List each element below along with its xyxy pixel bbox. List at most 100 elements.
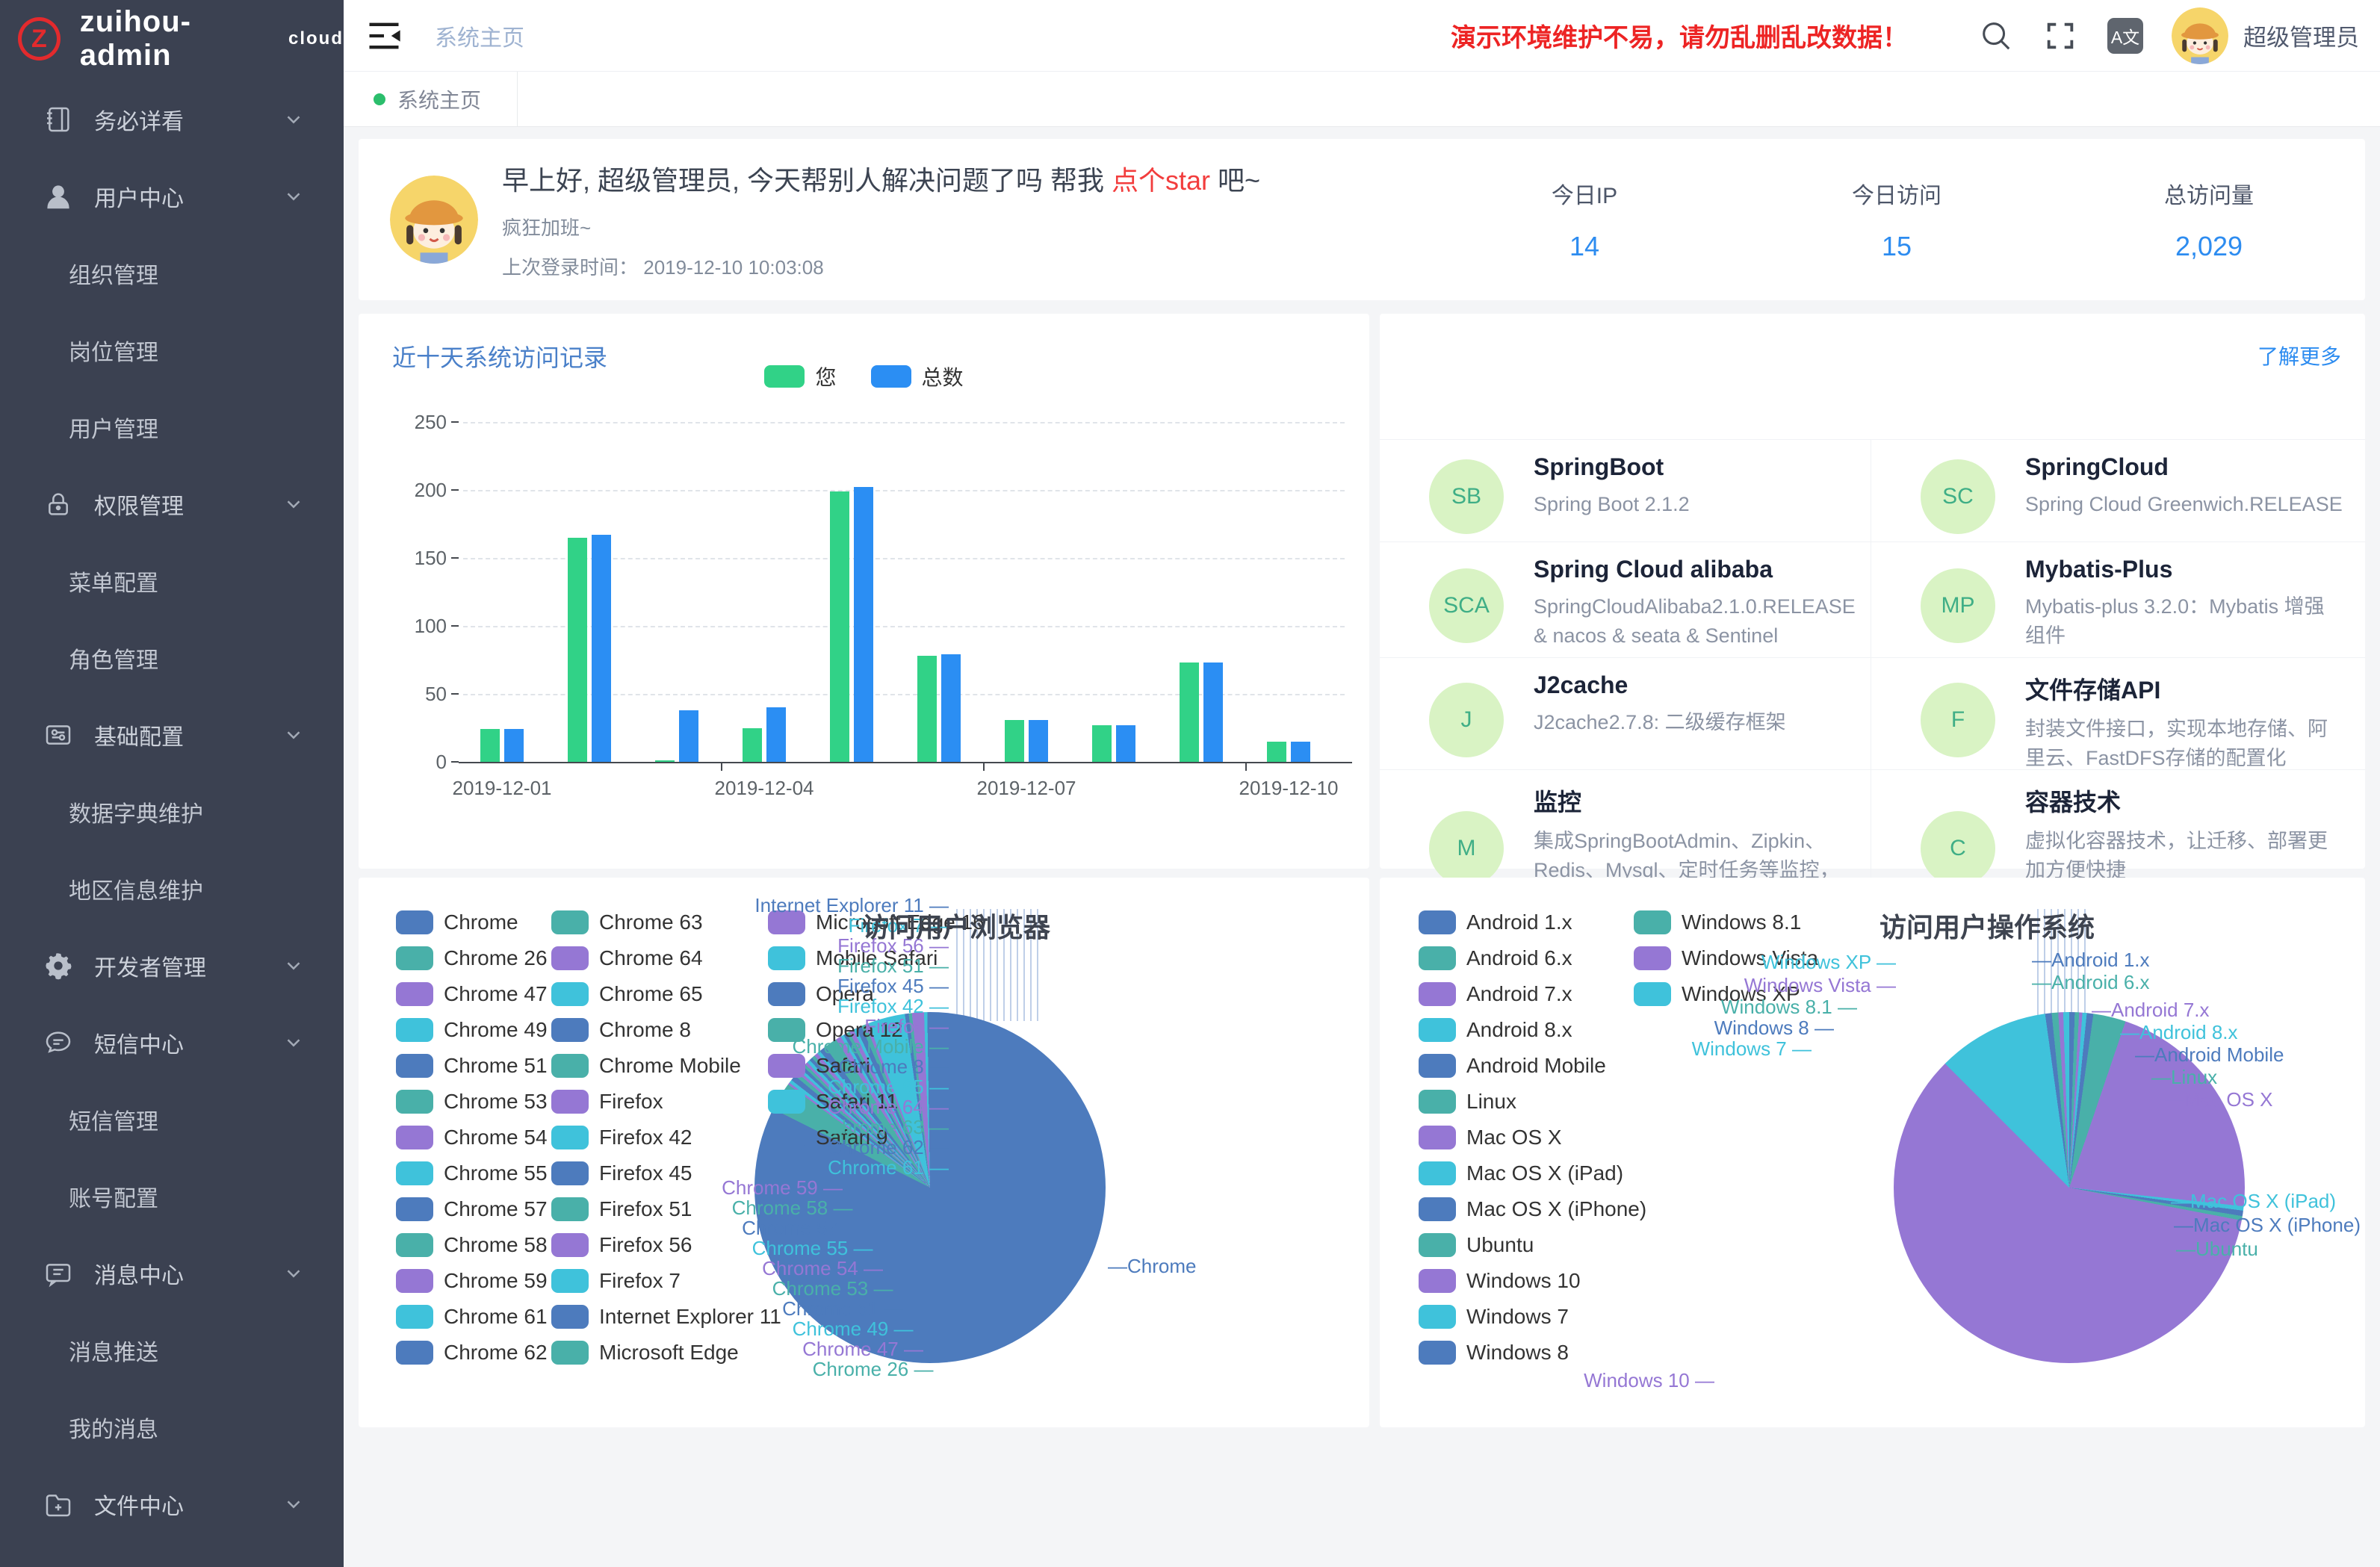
sidebar-subitem-2[interactable]: 组织管理 [69, 263, 158, 288]
breadcrumb[interactable]: 系统主页 [435, 25, 524, 51]
tech-title: 文件存储API [2025, 677, 2161, 704]
sidebar-item-11[interactable]: 开发者管理 [0, 927, 344, 1004]
legend-item[interactable]: Internet Explorer 11 [551, 1299, 781, 1335]
legend-item[interactable]: Chrome 53 [396, 1084, 548, 1120]
sidebar-subitem-10[interactable]: 地区信息维护 [69, 878, 203, 904]
star-link[interactable]: 点个star [1112, 165, 1211, 196]
search-icon[interactable] [1979, 19, 2013, 53]
x-axis-label: 2019-12-01 [452, 777, 552, 799]
sidebar-item-18[interactable]: 文件中心 [0, 1465, 344, 1542]
legend-item[interactable]: Windows 10 [1419, 1263, 1646, 1299]
legend-item[interactable]: Chrome 51 [396, 1048, 548, 1084]
legend-item[interactable]: Chrome 58 [396, 1227, 548, 1263]
legend-item[interactable]: Chrome 49 [396, 1012, 548, 1048]
legend-item[interactable]: Android 7.x [1419, 976, 1646, 1012]
sidebar-item-8[interactable]: 基础配置 [0, 696, 344, 773]
legend-item[interactable]: Chrome 54 [396, 1120, 548, 1155]
legend-item[interactable]: Firefox 56 [551, 1227, 781, 1263]
legend-swatch [870, 365, 911, 388]
visits-bar-chart-card: 近十天系统访问记录 您 总数 0 50 100 150 200 250 2019-12-01 2… [359, 314, 1369, 869]
sidebar-subitem-17[interactable]: 我的消息 [69, 1417, 158, 1442]
legend-item[interactable]: Ubuntu [1419, 1227, 1646, 1263]
legend-swatch [551, 1054, 589, 1078]
legend-item[interactable]: Chrome 57 [396, 1191, 548, 1227]
legend-item[interactable]: Microsoft Edge [551, 1335, 781, 1371]
tabbar: 系统主页 [344, 72, 2380, 127]
greeting-prefix: 早上好, 超级管理员, 今天帮别人解决问题了吗 帮我 [502, 165, 1112, 196]
legend-item[interactable]: Firefox 7 [551, 1263, 781, 1299]
legend-item[interactable]: Chrome 65 [551, 976, 781, 1012]
tech-body: Mybatis-Plus Mybatis-plus 3.2.0：Mybatis 增… [2025, 554, 2344, 657]
legend-item[interactable]: Chrome 64 [551, 940, 781, 976]
sidebar-subitem-16[interactable]: 消息推送 [69, 1340, 158, 1365]
pie-callout: Android Mobile [2135, 1043, 2284, 1067]
legend-item[interactable]: Firefox [551, 1084, 781, 1120]
sidebar-item-5[interactable]: 权限管理 [0, 465, 344, 542]
legend-item[interactable]: Chrome 61 [396, 1299, 548, 1335]
legend-item[interactable]: Android 8.x [1419, 1012, 1646, 1048]
legend-item[interactable]: Android 6.x [1419, 940, 1646, 976]
legend-swatch [551, 1269, 589, 1293]
sidebar-subitem-7[interactable]: 角色管理 [69, 648, 158, 673]
collapse-menu-icon[interactable] [365, 16, 403, 55]
bar-您-2019-12-08 [1092, 724, 1112, 762]
pie-callout: Android 8.x [2120, 1021, 2238, 1044]
sidebar-subitem-4[interactable]: 用户管理 [69, 417, 158, 442]
learn-more-link[interactable]: 了解更多 [2257, 345, 2341, 368]
legend-item[interactable]: Windows 7 [1419, 1299, 1646, 1335]
fullscreen-icon[interactable] [2043, 19, 2077, 53]
legend-item[interactable]: Linux [1419, 1084, 1646, 1120]
legend-item[interactable]: Mac OS X [1419, 1120, 1646, 1155]
stat-1: 今日访问 15 [1741, 177, 2053, 262]
tab-home[interactable]: 系统主页 [374, 72, 518, 126]
legend-item[interactable]: Mac OS X (iPad) [1419, 1155, 1646, 1191]
sidebar-item-15[interactable]: 消息中心 [0, 1235, 344, 1312]
language-icon[interactable]: A文 [2107, 17, 2143, 54]
tech-card-item-0: SB SpringBoot Spring Boot 2.1.2 [1380, 439, 1871, 542]
legend-label: Chrome 8 [599, 1018, 691, 1041]
legend-item[interactable]: Chrome Mobile [551, 1048, 781, 1084]
legend-item-您[interactable]: 您 [764, 362, 837, 391]
legend-item[interactable]: Android 1.x [1419, 904, 1646, 940]
legend-item[interactable]: Chrome 47 [396, 976, 548, 1012]
legend-item[interactable]: Chrome 8 [551, 1012, 781, 1048]
legend-item[interactable]: Chrome [396, 904, 548, 940]
tech-title: Mybatis-Plus [2025, 556, 2173, 583]
legend-item[interactable]: Mac OS X (iPhone) [1419, 1191, 1646, 1227]
logo[interactable]: Z zuihou-admin cloud [0, 0, 344, 78]
avatar[interactable] [2172, 7, 2228, 64]
legend-item[interactable]: Windows 8 [1419, 1335, 1646, 1371]
sidebar-subitem-3[interactable]: 岗位管理 [69, 340, 158, 365]
legend-swatch [551, 1161, 589, 1185]
legend-item[interactable]: Chrome 63 [551, 904, 781, 940]
sidebar-subitem-9[interactable]: 数据字典维护 [69, 801, 203, 827]
sidebar-subitem-13[interactable]: 短信管理 [69, 1109, 158, 1135]
tech-grid: SB SpringBoot Spring Boot 2.1.2 SC SpringClo… [1380, 439, 2365, 915]
legend-item[interactable]: Chrome 26 [396, 940, 548, 976]
legend-item[interactable]: Android Mobile [1419, 1048, 1646, 1084]
legend-label: Chrome 55 [444, 1161, 548, 1185]
legend-item[interactable]: Chrome 55 [396, 1155, 548, 1191]
legend-label: Internet Explorer 11 [599, 1305, 781, 1328]
tech-body: 容器技术 虚拟化容器技术，让迁移、部署更加方便快捷 [2025, 782, 2344, 914]
legend-item[interactable]: Windows 8.1 [1634, 904, 1818, 940]
username[interactable]: 超级管理员 [2243, 25, 2359, 51]
pie-callout: Chrome 51 [782, 1297, 903, 1321]
legend-item[interactable]: Chrome 62 [396, 1335, 548, 1371]
legend-item-总数[interactable]: 总数 [870, 362, 964, 391]
sidebar-subitem-14[interactable]: 账号配置 [69, 1186, 158, 1211]
legend-item[interactable]: Chrome 59 [396, 1263, 548, 1299]
legend-item[interactable]: Firefox 51 [551, 1191, 781, 1227]
content: 早上好, 超级管理员, 今天帮别人解决问题了吗 帮我 点个star 吧~ 疯狂加… [344, 127, 2380, 1567]
sidebar-subitem-6[interactable]: 菜单配置 [69, 571, 158, 596]
legend-swatch [396, 1161, 433, 1185]
sidebar-item-0[interactable]: 务必详看 [0, 81, 344, 158]
legend-item[interactable]: Firefox 45 [551, 1155, 781, 1191]
legend-column-1: Windows 8.1 Windows Vista Windows XP [1634, 904, 1818, 1012]
sidebar-item-12[interactable]: 短信中心 [0, 1004, 344, 1081]
legend-label: Firefox 56 [599, 1233, 692, 1256]
tab-active-dot [374, 93, 385, 105]
sidebar-item-1[interactable]: 用户中心 [0, 158, 344, 235]
legend-item[interactable]: Firefox 42 [551, 1120, 781, 1155]
legend-swatch [551, 1233, 589, 1257]
